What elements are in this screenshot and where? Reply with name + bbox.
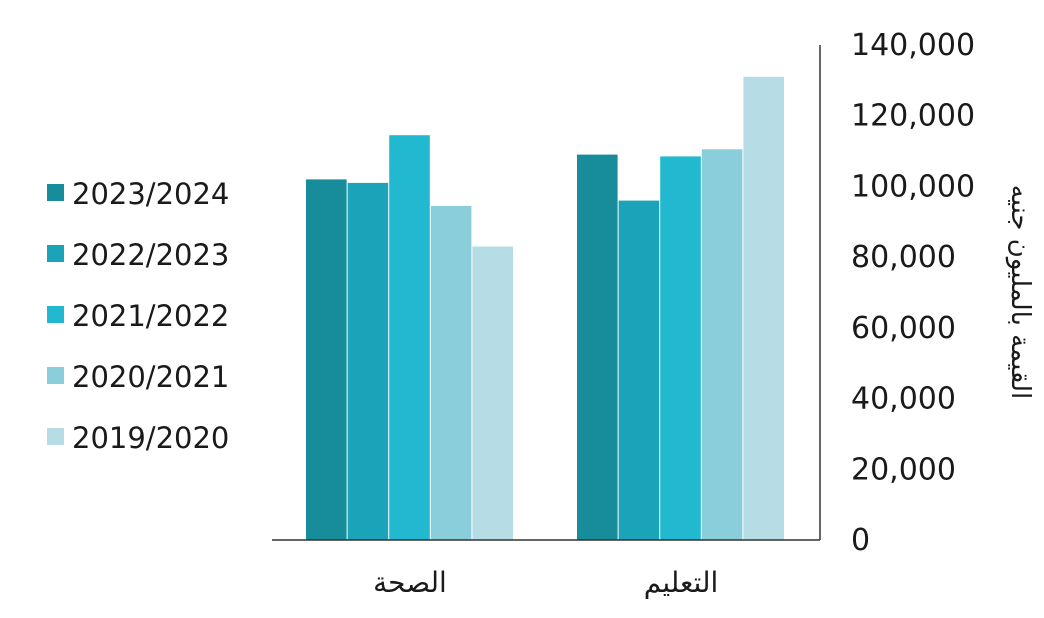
legend-label: 2019/2020: [72, 421, 229, 455]
bar-1-4: [472, 246, 513, 540]
legend: 2023/2024 2022/2023 2021/2022 2020/2021 2019…: [47, 177, 229, 455]
category-label: التعليم: [644, 566, 719, 599]
y-tick-label: 0: [851, 523, 870, 558]
y-tick-label: 80,000: [851, 240, 956, 275]
legend-swatch: [47, 428, 64, 445]
y-tick-label: 120,000: [851, 99, 975, 134]
bar-1-3: [430, 205, 472, 540]
bar-0-1: [618, 200, 660, 540]
y-tick-labels: 0 20,000 40,000 60,000 80,000 100,000 120,000 1…: [851, 28, 975, 558]
y-axis-label: القيمة بالمليون جنيه: [1005, 185, 1035, 399]
legend-label: 2023/2024: [72, 177, 229, 211]
y-tick-label: 140,000: [851, 28, 975, 63]
category-labels: التعليم الصحة: [373, 566, 718, 599]
bar-1-0: [306, 179, 347, 540]
bar-1-2: [389, 135, 430, 540]
bar-0-0: [577, 154, 618, 540]
bar-1-1: [347, 182, 389, 540]
bar-0-2: [660, 156, 701, 540]
legend-label: 2021/2022: [72, 299, 229, 333]
y-tick-label: 100,000: [851, 169, 975, 204]
bar-0-4: [743, 76, 784, 541]
legend-label: 2020/2021: [72, 360, 229, 394]
category-label: الصحة: [373, 566, 447, 599]
legend-swatch: [47, 306, 64, 323]
bars-group: [306, 76, 784, 541]
legend-swatch: [47, 245, 64, 262]
y-tick-label: 20,000: [851, 452, 956, 487]
legend-label: 2022/2023: [72, 238, 229, 272]
legend-swatch: [47, 184, 64, 201]
y-tick-label: 40,000: [851, 382, 956, 417]
y-tick-label: 60,000: [851, 311, 956, 346]
legend-swatch: [47, 367, 64, 384]
bar-0-3: [701, 149, 743, 541]
